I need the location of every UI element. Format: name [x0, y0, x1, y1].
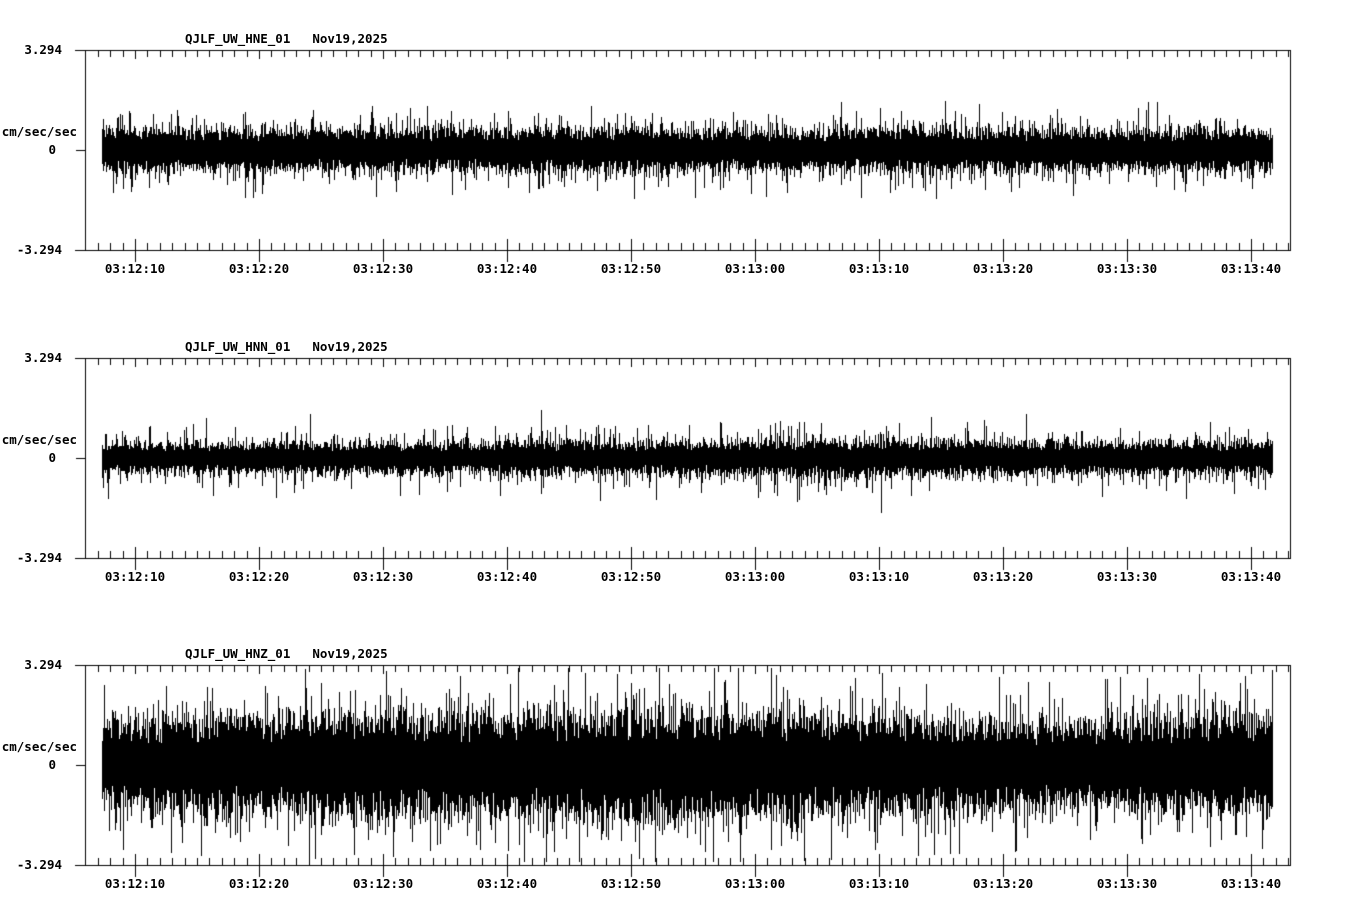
y-axis-max-label: 3.294 — [24, 350, 62, 365]
y-axis-zero-label: 0 — [48, 142, 56, 157]
waveform-plot-hne — [0, 0, 1358, 300]
panel-title-station: QJLF_UW_HNZ_01 — [185, 646, 291, 661]
x-tick-label: 03:12:20 — [228, 261, 290, 276]
y-axis-min-label: -3.294 — [16, 550, 62, 565]
x-tick-label: 03:12:10 — [104, 569, 166, 584]
panel-title-date: Nov19,2025 — [312, 339, 388, 354]
x-tick-label: 03:13:40 — [1220, 261, 1282, 276]
panel-title: QJLF_UW_HNN_01 Nov19,2025 — [185, 340, 388, 354]
waveform-plot-hnz — [0, 615, 1358, 915]
x-tick-label: 03:13:40 — [1220, 569, 1282, 584]
x-tick-label: 03:12:30 — [352, 569, 414, 584]
panel-title: QJLF_UW_HNZ_01 Nov19,2025 — [185, 647, 388, 661]
waveform-plot-hnn — [0, 308, 1358, 608]
panel-title-date: Nov19,2025 — [312, 31, 388, 46]
panel-title-station: QJLF_UW_HNN_01 — [185, 339, 291, 354]
x-tick-label: 03:12:50 — [600, 261, 662, 276]
y-axis-zero-label: 0 — [48, 450, 56, 465]
x-tick-label: 03:13:10 — [848, 876, 910, 891]
x-tick-label: 03:12:30 — [352, 261, 414, 276]
y-axis-unit-label: cm/sec/sec — [1, 739, 77, 754]
x-tick-label: 03:13:00 — [724, 569, 786, 584]
x-tick-label: 03:12:50 — [600, 569, 662, 584]
x-tick-label: 03:12:10 — [104, 261, 166, 276]
x-tick-label: 03:12:20 — [228, 569, 290, 584]
x-tick-label: 03:13:20 — [972, 261, 1034, 276]
x-tick-label: 03:12:40 — [476, 261, 538, 276]
y-axis-zero-label: 0 — [48, 757, 56, 772]
y-axis-unit-label: cm/sec/sec — [1, 124, 77, 139]
panel-title-station: QJLF_UW_HNE_01 — [185, 31, 291, 46]
x-tick-label: 03:12:20 — [228, 876, 290, 891]
x-tick-label: 03:13:30 — [1096, 261, 1158, 276]
x-tick-label: 03:12:10 — [104, 876, 166, 891]
x-tick-label: 03:13:30 — [1096, 876, 1158, 891]
x-tick-label: 03:13:10 — [848, 261, 910, 276]
seismogram-panel-hnn: QJLF_UW_HNN_01 Nov19,2025 3.294 cm/sec/se… — [0, 308, 1358, 608]
x-tick-label: 03:13:40 — [1220, 876, 1282, 891]
panel-title: QJLF_UW_HNE_01 Nov19,2025 — [185, 32, 388, 46]
x-tick-label: 03:13:10 — [848, 569, 910, 584]
y-axis-unit-label: cm/sec/sec — [1, 432, 77, 447]
seismogram-panel-hne: QJLF_UW_HNE_01 Nov19,2025 3.294 cm/sec/se… — [0, 0, 1358, 300]
x-tick-label: 03:13:00 — [724, 876, 786, 891]
y-axis-min-label: -3.294 — [16, 857, 62, 872]
seismogram-panel-hnz: QJLF_UW_HNZ_01 Nov19,2025 3.294 cm/sec/se… — [0, 615, 1358, 915]
x-tick-label: 03:12:50 — [600, 876, 662, 891]
x-tick-label: 03:13:00 — [724, 261, 786, 276]
y-axis-max-label: 3.294 — [24, 657, 62, 672]
panel-title-date: Nov19,2025 — [312, 646, 388, 661]
x-tick-label: 03:12:40 — [476, 569, 538, 584]
x-tick-label: 03:12:40 — [476, 876, 538, 891]
x-tick-label: 03:12:30 — [352, 876, 414, 891]
x-tick-label: 03:13:30 — [1096, 569, 1158, 584]
y-axis-min-label: -3.294 — [16, 242, 62, 257]
y-axis-max-label: 3.294 — [24, 42, 62, 57]
x-tick-label: 03:13:20 — [972, 876, 1034, 891]
x-tick-label: 03:13:20 — [972, 569, 1034, 584]
